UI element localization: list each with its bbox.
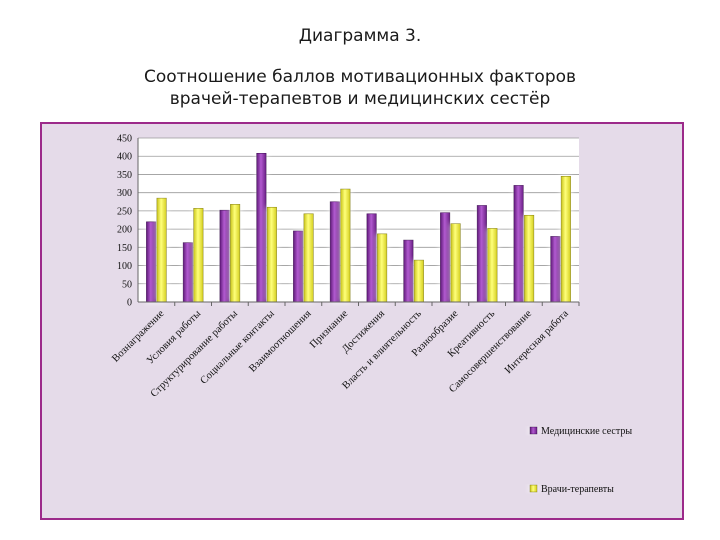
bar-therapists xyxy=(413,259,424,303)
bar-nurses xyxy=(293,230,304,303)
legend-swatch xyxy=(529,426,538,435)
y-tick-label: 250 xyxy=(117,206,132,217)
bar-nurses xyxy=(440,212,451,303)
bar-nurses xyxy=(146,221,157,303)
bar-nurses xyxy=(513,185,524,303)
y-tick-label: 100 xyxy=(117,261,132,272)
diagram-label: Диаграмма 3. xyxy=(298,26,422,46)
bar-therapists xyxy=(266,206,277,303)
chart-title: Соотношение баллов мотивационных факторо… xyxy=(0,66,720,110)
y-tick-label: 400 xyxy=(117,152,132,163)
bar-therapists xyxy=(560,175,571,303)
bar-nurses xyxy=(182,242,193,303)
bar-chart: 050100150200250300350400450Вознагражение… xyxy=(110,134,632,496)
y-tick-label: 300 xyxy=(117,188,132,199)
bar-therapists xyxy=(303,213,314,303)
y-tick-label: 350 xyxy=(117,170,132,181)
y-tick-label: 150 xyxy=(117,243,132,254)
bar-therapists xyxy=(193,208,204,303)
bar-therapists xyxy=(487,228,498,303)
bar-therapists xyxy=(230,204,241,303)
y-tick-label: 0 xyxy=(127,298,132,309)
bar-therapists xyxy=(377,233,388,303)
bar-nurses xyxy=(219,209,230,303)
bar-nurses xyxy=(403,239,414,303)
legend-label: Врачи-терапевты xyxy=(541,484,614,495)
bar-therapists xyxy=(524,214,535,303)
plot-area xyxy=(138,138,579,302)
chart-area: 0 50 100 150 200 250 300 350 400 450 Вознагражение… xyxy=(40,122,684,520)
x-category-label: Социальные контакты xyxy=(199,308,277,386)
bar-therapists xyxy=(340,188,351,303)
x-category-label: Интересная работа xyxy=(503,308,571,376)
bar-nurses xyxy=(476,205,487,303)
legend-label: Медицинские сестры xyxy=(541,426,632,437)
legend-swatch xyxy=(529,484,538,493)
bar-therapists xyxy=(450,223,461,303)
bar-nurses xyxy=(256,153,267,303)
chart-title-line-1: Соотношение баллов мотивационных факторо… xyxy=(143,67,577,87)
y-tick-label: 450 xyxy=(117,134,132,145)
bar-nurses xyxy=(329,201,340,303)
y-tick-label: 50 xyxy=(122,279,132,290)
bar-therapists xyxy=(156,197,167,303)
chart-title-line-2: врачей-терапевтов и медицинских сестёр xyxy=(169,89,551,109)
bar-nurses xyxy=(366,213,377,303)
y-tick-label: 200 xyxy=(117,225,132,236)
bar-nurses xyxy=(550,236,561,303)
x-category-label: Взаимоотношения xyxy=(247,308,313,374)
